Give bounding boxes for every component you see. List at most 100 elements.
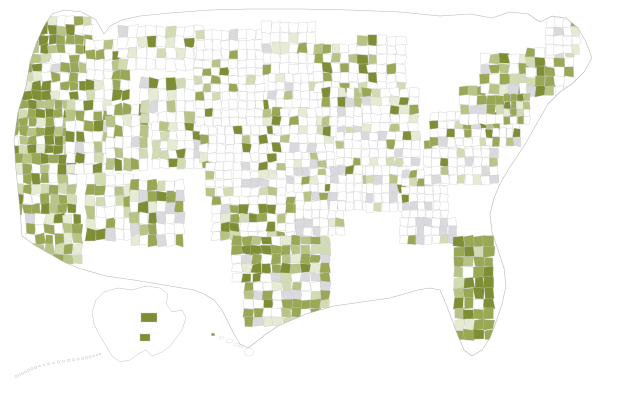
- county-shape[interactable]: [66, 164, 75, 174]
- county-shape[interactable]: [320, 263, 331, 273]
- county-shape[interactable]: [105, 137, 114, 149]
- county-shape[interactable]: [257, 213, 268, 222]
- county-shape[interactable]: [86, 173, 96, 185]
- county-shape[interactable]: [169, 131, 177, 140]
- county-shape[interactable]: [344, 157, 353, 166]
- county-shape[interactable]: [44, 213, 56, 224]
- county-shape[interactable]: [221, 40, 230, 50]
- county-shape[interactable]: [224, 170, 232, 180]
- county-shape[interactable]: [285, 82, 294, 91]
- county-shape[interactable]: [453, 287, 465, 298]
- county-shape[interactable]: [506, 138, 514, 146]
- county-shape[interactable]: [45, 235, 53, 245]
- county-shape[interactable]: [280, 42, 290, 54]
- county-shape[interactable]: [65, 110, 76, 122]
- county-shape[interactable]: [517, 93, 524, 101]
- county-shape[interactable]: [22, 154, 32, 164]
- county-shape[interactable]: [474, 246, 484, 258]
- county-shape[interactable]: [174, 223, 185, 235]
- county-shape[interactable]: [323, 126, 331, 137]
- county-shape[interactable]: [72, 255, 82, 264]
- county-shape[interactable]: [27, 144, 37, 154]
- county-shape[interactable]: [260, 274, 271, 283]
- county-shape[interactable]: [408, 123, 419, 132]
- county-shape[interactable]: [307, 126, 317, 135]
- county-shape[interactable]: [535, 76, 545, 87]
- county-shape[interactable]: [250, 152, 259, 162]
- county-shape[interactable]: [105, 116, 115, 128]
- county-shape[interactable]: [272, 308, 283, 318]
- county-shape[interactable]: [106, 158, 116, 170]
- county-shape[interactable]: [267, 153, 277, 163]
- county-shape[interactable]: [295, 226, 305, 237]
- county-shape[interactable]: [374, 193, 382, 204]
- county-shape[interactable]: [40, 173, 49, 183]
- county-shape[interactable]: [251, 171, 260, 178]
- county-shape[interactable]: [301, 291, 312, 300]
- county-shape[interactable]: [94, 120, 104, 133]
- county-shape[interactable]: [503, 94, 510, 102]
- county-shape[interactable]: [499, 64, 510, 74]
- county-shape[interactable]: [455, 129, 465, 139]
- county-shape[interactable]: [205, 180, 215, 187]
- county-shape[interactable]: [175, 212, 186, 225]
- county-shape[interactable]: [424, 236, 431, 245]
- county-shape[interactable]: [431, 218, 440, 227]
- county-shape[interactable]: [131, 125, 140, 137]
- county-shape[interactable]: [304, 210, 313, 220]
- county-shape[interactable]: [416, 235, 425, 246]
- county-shape[interactable]: [424, 195, 434, 203]
- county-shape[interactable]: [253, 291, 263, 300]
- county-shape[interactable]: [290, 143, 300, 152]
- county-shape[interactable]: [313, 72, 323, 83]
- county-shape[interactable]: [407, 226, 416, 236]
- county-shape[interactable]: [381, 97, 390, 107]
- county-shape[interactable]: [275, 82, 285, 90]
- county-shape[interactable]: [69, 81, 78, 91]
- county-shape[interactable]: [57, 164, 66, 175]
- county-shape[interactable]: [402, 179, 410, 186]
- county-shape[interactable]: [361, 157, 371, 166]
- county-shape[interactable]: [280, 117, 290, 126]
- county-shape[interactable]: [401, 169, 409, 178]
- county-shape[interactable]: [355, 174, 363, 184]
- county-shape[interactable]: [165, 181, 174, 191]
- county-shape[interactable]: [459, 95, 470, 105]
- county-shape[interactable]: [139, 137, 147, 148]
- county-shape[interactable]: [399, 89, 409, 98]
- county-shape[interactable]: [248, 204, 258, 213]
- county-shape[interactable]: [453, 298, 463, 310]
- county-shape[interactable]: [395, 72, 407, 82]
- county-shape[interactable]: [374, 203, 381, 212]
- county-shape[interactable]: [361, 131, 370, 141]
- county-shape[interactable]: [140, 334, 150, 341]
- county-shape[interactable]: [465, 174, 474, 185]
- county-shape[interactable]: [310, 281, 320, 292]
- county-shape[interactable]: [473, 309, 485, 320]
- county-shape[interactable]: [85, 39, 96, 51]
- county-shape[interactable]: [335, 157, 343, 165]
- county-shape[interactable]: [322, 107, 330, 116]
- county-shape[interactable]: [79, 62, 88, 74]
- county-shape[interactable]: [232, 263, 243, 272]
- county-shape[interactable]: [495, 95, 504, 106]
- county-shape[interactable]: [320, 290, 330, 300]
- county-shape[interactable]: [229, 92, 237, 101]
- county-shape[interactable]: [276, 99, 285, 108]
- county-shape[interactable]: [336, 132, 344, 141]
- county-shape[interactable]: [464, 129, 472, 138]
- county-shape[interactable]: [483, 266, 493, 278]
- county-shape[interactable]: [403, 140, 411, 150]
- county-shape[interactable]: [423, 167, 432, 176]
- county-shape[interactable]: [489, 54, 499, 65]
- county-shape[interactable]: [545, 86, 554, 96]
- county-shape[interactable]: [503, 108, 509, 116]
- county-shape[interactable]: [50, 64, 61, 72]
- county-shape[interactable]: [485, 138, 492, 146]
- county-shape[interactable]: [23, 184, 32, 195]
- county-shape[interactable]: [246, 84, 256, 92]
- county-shape[interactable]: [115, 116, 124, 127]
- county-shape[interactable]: [76, 44, 84, 54]
- county-shape[interactable]: [298, 52, 306, 64]
- county-shape[interactable]: [241, 187, 252, 197]
